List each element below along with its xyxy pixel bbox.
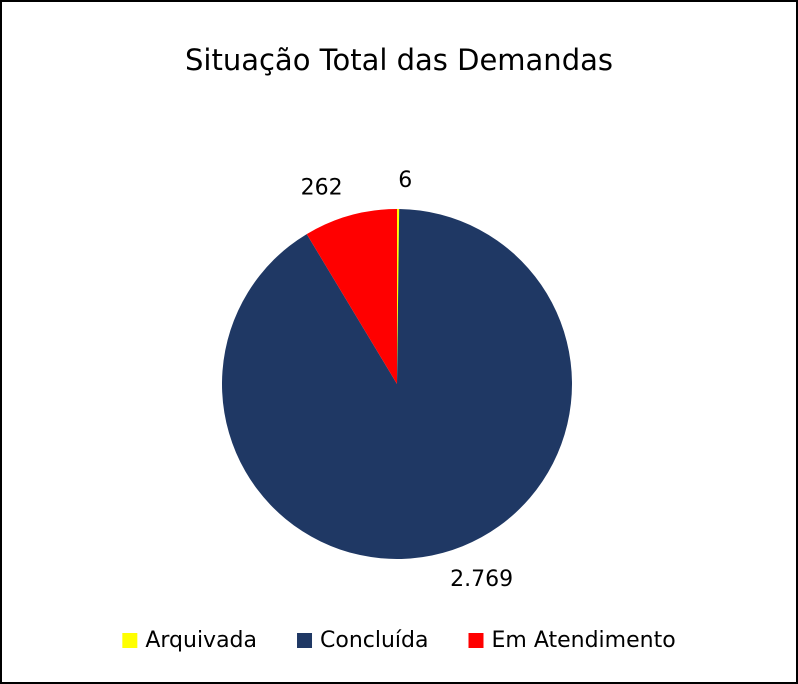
legend-label: Concluída bbox=[320, 628, 428, 653]
legend-swatch bbox=[468, 633, 484, 648]
pie-slice bbox=[397, 209, 400, 384]
pie-slice bbox=[221, 209, 572, 559]
data-label: 2.769 bbox=[450, 567, 513, 592]
chart-title: Situação Total das Demandas bbox=[185, 43, 613, 77]
legend-label: Em Atendimento bbox=[492, 628, 676, 653]
pie-slice bbox=[306, 209, 397, 384]
legend-swatch bbox=[122, 633, 138, 648]
data-label: 262 bbox=[301, 175, 343, 200]
data-label: 6 bbox=[398, 168, 412, 193]
legend-swatch bbox=[297, 633, 313, 648]
legend-label: Arquivada bbox=[145, 628, 257, 653]
